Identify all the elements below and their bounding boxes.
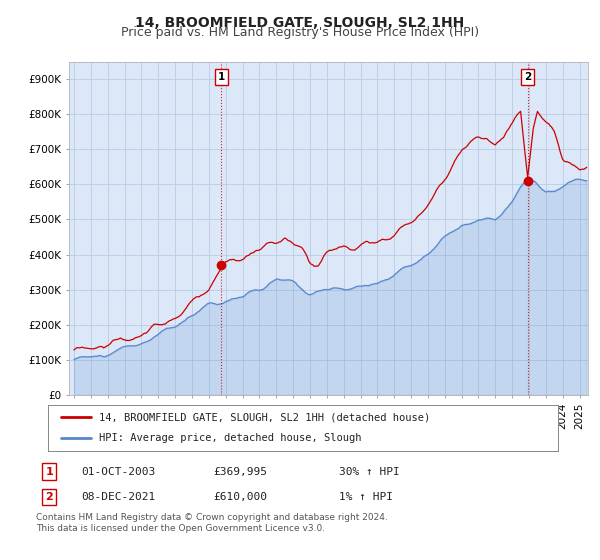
Text: £610,000: £610,000: [213, 492, 267, 502]
Text: 1: 1: [46, 466, 53, 477]
Text: 1: 1: [218, 72, 225, 82]
Text: 2: 2: [524, 72, 531, 82]
Text: 2: 2: [46, 492, 53, 502]
Text: 14, BROOMFIELD GATE, SLOUGH, SL2 1HH: 14, BROOMFIELD GATE, SLOUGH, SL2 1HH: [136, 16, 464, 30]
Text: 30% ↑ HPI: 30% ↑ HPI: [339, 466, 400, 477]
Text: £369,995: £369,995: [213, 466, 267, 477]
Text: Contains HM Land Registry data © Crown copyright and database right 2024.: Contains HM Land Registry data © Crown c…: [36, 513, 388, 522]
Text: This data is licensed under the Open Government Licence v3.0.: This data is licensed under the Open Gov…: [36, 524, 325, 533]
Text: 01-OCT-2003: 01-OCT-2003: [81, 466, 155, 477]
Text: HPI: Average price, detached house, Slough: HPI: Average price, detached house, Slou…: [99, 433, 361, 444]
Text: Price paid vs. HM Land Registry's House Price Index (HPI): Price paid vs. HM Land Registry's House …: [121, 26, 479, 39]
Text: 1% ↑ HPI: 1% ↑ HPI: [339, 492, 393, 502]
Text: 14, BROOMFIELD GATE, SLOUGH, SL2 1HH (detached house): 14, BROOMFIELD GATE, SLOUGH, SL2 1HH (de…: [99, 412, 430, 422]
Text: 08-DEC-2021: 08-DEC-2021: [81, 492, 155, 502]
